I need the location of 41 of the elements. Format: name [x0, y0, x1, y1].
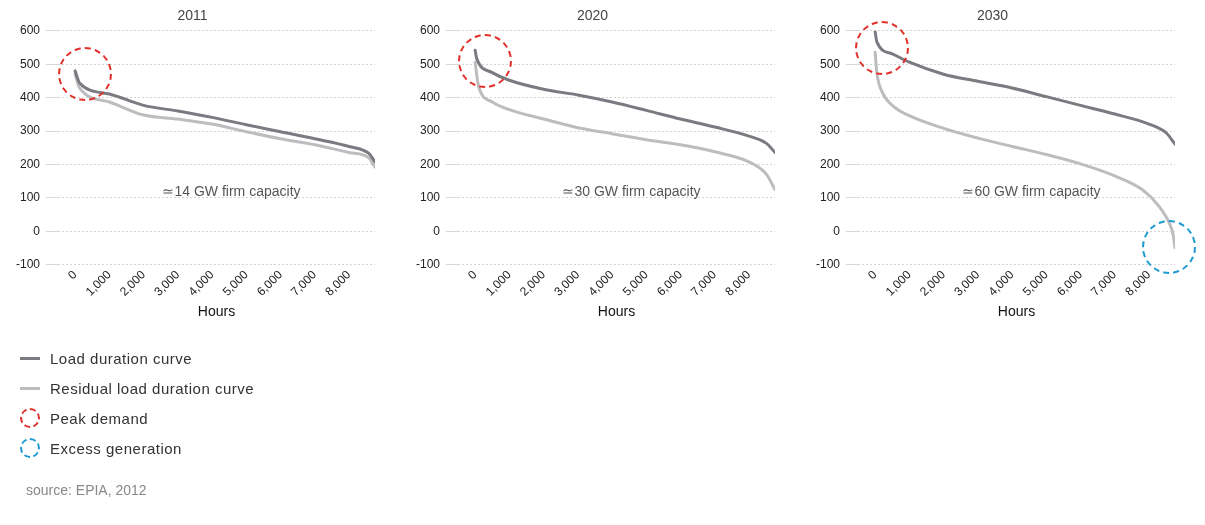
y-tick-label: 100 — [819, 190, 841, 205]
x-tick-label: 0 — [64, 267, 80, 283]
chart-title: 2030 — [976, 7, 1009, 24]
y-tick-label: 300 — [419, 123, 441, 138]
x-axis-title: Hours — [997, 303, 1036, 320]
y-tick-label: -100 — [815, 257, 841, 272]
y-tick-label: 500 — [419, 56, 441, 71]
legend-label: Load duration curve — [50, 349, 193, 367]
y-tick-label: -100 — [415, 257, 441, 272]
x-axis-title: Hours — [197, 303, 236, 320]
x-tick-label: 0 — [864, 267, 880, 283]
y-tick-label: 100 — [419, 190, 441, 205]
x-tick-label: 0 — [464, 267, 480, 283]
y-tick-label: 200 — [419, 156, 441, 171]
text: Peak demand — [50, 409, 149, 427]
y-tick-label: 400 — [819, 89, 841, 104]
y-tick-label: 400 — [19, 89, 41, 104]
y-tick-label: 0 — [33, 223, 41, 238]
y-tick-label: 600 — [819, 23, 841, 38]
y-tick-label: 500 — [19, 56, 41, 71]
annotation: ≃60 GW firm capacity — [962, 183, 1101, 200]
y-tick-label: 200 — [819, 156, 841, 171]
annotation: ≃14 GW firm capacity — [162, 183, 301, 200]
chart-title: 2020 — [576, 7, 609, 24]
chart-title: 2011 — [177, 7, 208, 24]
y-tick-label: 600 — [419, 23, 441, 38]
y-tick-label: 100 — [19, 190, 41, 205]
y-tick-label: 400 — [419, 89, 441, 104]
y-tick-label: -100 — [15, 257, 41, 272]
y-tick-label: 500 — [819, 56, 841, 71]
y-tick-label: 600 — [19, 23, 41, 38]
source-note: source: EPIA, 2012 — [26, 482, 147, 498]
y-tick-label: 200 — [19, 156, 41, 171]
y-tick-label: 0 — [833, 223, 841, 238]
y-tick-label: 300 — [819, 123, 841, 138]
legend-label: Residual load duration curve — [50, 379, 255, 397]
y-tick-label: 0 — [433, 223, 441, 238]
y-tick-label: 300 — [19, 123, 41, 138]
x-axis-title: Hours — [597, 303, 636, 320]
text: Excess generation — [50, 439, 182, 457]
annotation: ≃30 GW firm capacity — [562, 183, 701, 200]
